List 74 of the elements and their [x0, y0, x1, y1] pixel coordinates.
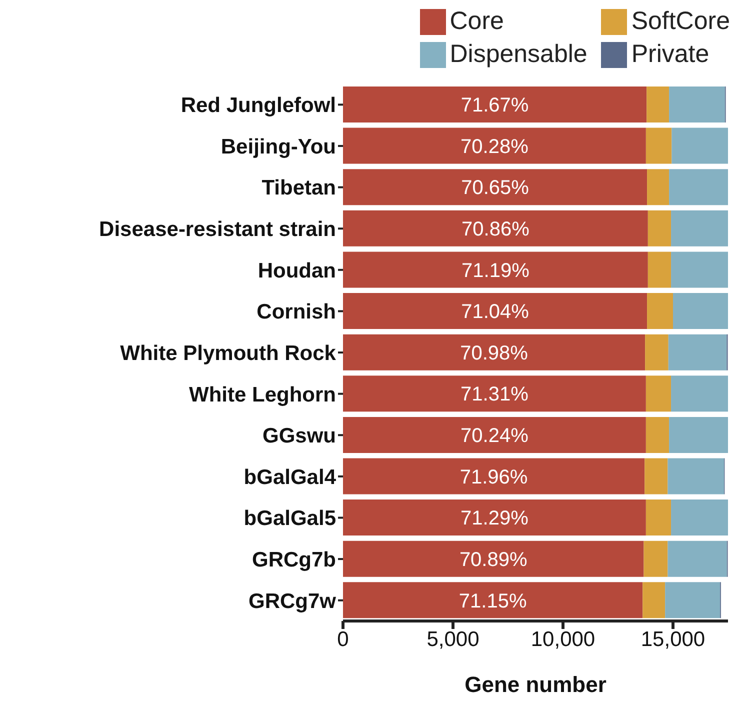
- bar: [343, 210, 648, 246]
- y-tick-label: bGalGal5: [244, 507, 336, 530]
- annotation: 71.15%: [458, 590, 527, 612]
- legend-label: Dispensable: [450, 39, 588, 70]
- bar: [671, 500, 728, 536]
- y-tick-label: Cornish: [256, 300, 336, 324]
- y-tick-label: bGalGal4: [244, 466, 336, 489]
- annotation: 71.29%: [460, 508, 529, 530]
- y-tick-label: Tibetan: [262, 176, 336, 200]
- bar: [343, 128, 646, 164]
- bar: [646, 500, 672, 536]
- bar: [668, 334, 727, 370]
- annotation: 71.31%: [460, 384, 529, 406]
- y-tick-label: White Plymouth Rock: [120, 342, 336, 365]
- annotation: 71.04%: [461, 301, 530, 324]
- bar: [668, 540, 727, 577]
- bar: [644, 458, 668, 494]
- bar: [672, 128, 728, 164]
- y-tick-label: GRCg7w: [248, 590, 337, 613]
- x-axis-title: Gene number: [464, 672, 608, 698]
- annotation: 70.28%: [460, 136, 529, 158]
- bar: [343, 334, 646, 370]
- bar: [642, 582, 666, 618]
- y-tick-label: Beijing-You: [220, 135, 336, 158]
- bar: [665, 582, 720, 618]
- bar: [646, 376, 672, 412]
- x-tick-label: 0: [337, 628, 349, 651]
- bar: [647, 169, 670, 206]
- y-tick-label: GRCg7b: [252, 548, 336, 572]
- bar: [646, 416, 670, 453]
- bar: [669, 86, 725, 122]
- bar: [668, 458, 724, 494]
- bar: [671, 376, 728, 412]
- bar: [644, 540, 668, 577]
- annotation: 70.89%: [459, 548, 528, 571]
- annotation: 70.98%: [460, 342, 528, 364]
- bar: [673, 293, 728, 330]
- bar: [646, 86, 670, 122]
- bar: [671, 210, 728, 246]
- legend-label: Core: [450, 6, 504, 37]
- y-tick-label: Red Junglefowl: [180, 94, 336, 118]
- bar: [343, 500, 646, 536]
- bar: [646, 128, 672, 164]
- bar: [648, 210, 672, 246]
- bar: [343, 376, 646, 412]
- bar: [671, 252, 728, 288]
- legend-label: Private: [631, 39, 710, 70]
- y-tick-label: White Leghorn: [189, 383, 336, 406]
- x-tick-label: 15,000: [640, 628, 706, 651]
- y-tick-label: GGswu: [262, 424, 336, 448]
- bar: [669, 416, 728, 453]
- legend-label: SoftCore: [631, 6, 730, 37]
- annotation: 71.96%: [460, 466, 528, 488]
- bar: [343, 252, 648, 288]
- annotation: 70.86%: [462, 218, 530, 240]
- bar: [343, 86, 647, 122]
- y-tick-label: Houdan: [258, 259, 336, 282]
- annotation: 71.67%: [460, 94, 529, 117]
- bar: [648, 252, 672, 288]
- bar: [343, 416, 646, 453]
- bar: [647, 293, 673, 330]
- bar: [669, 169, 728, 206]
- annotation: 70.24%: [460, 425, 529, 448]
- bar: [343, 582, 643, 618]
- x-tick-label: 10,000: [530, 628, 596, 651]
- x-tick-label: 5,000: [426, 628, 480, 651]
- bar: [343, 169, 648, 206]
- bar: [343, 458, 645, 494]
- bar: [645, 334, 668, 370]
- bar: [343, 540, 644, 577]
- annotation: 71.19%: [462, 260, 530, 282]
- annotation: 70.65%: [461, 177, 530, 200]
- bar: [343, 293, 648, 330]
- y-tick-label: Disease-resistant strain: [99, 218, 336, 242]
